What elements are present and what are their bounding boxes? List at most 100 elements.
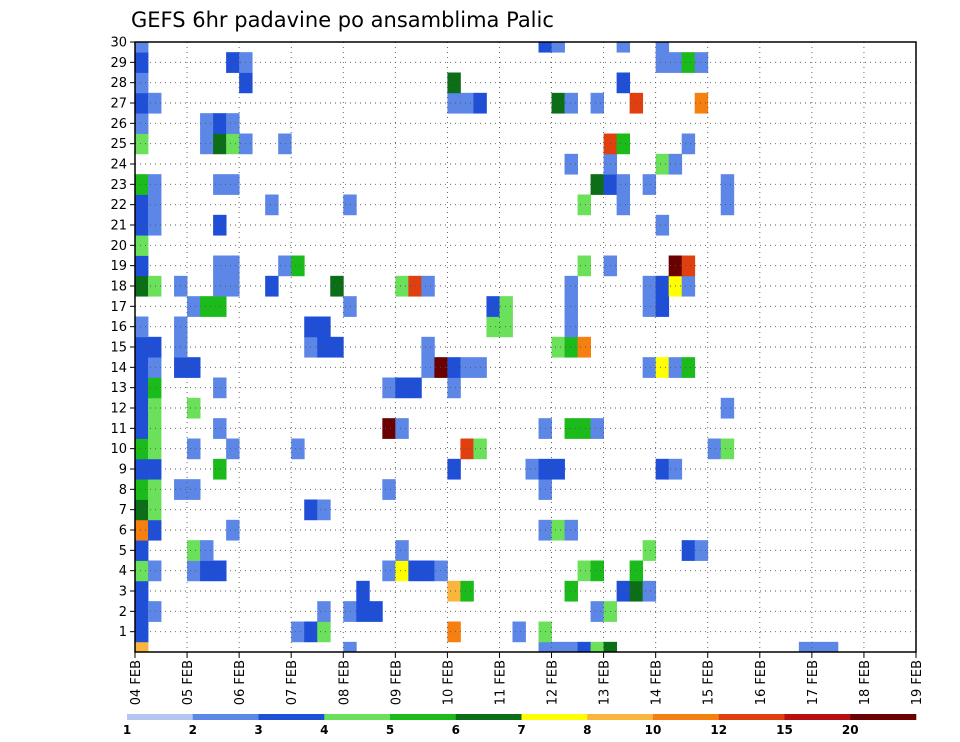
y-tick-label: 21 xyxy=(110,219,127,234)
heatmap-cell xyxy=(720,397,735,419)
heatmap-cell xyxy=(564,519,578,541)
heatmap-cell xyxy=(486,316,500,338)
colorbar: 1 2 3 4 5 6 7 8 10 12 15 20 xyxy=(123,714,917,737)
colorbar-segment xyxy=(718,714,785,720)
heatmap-cell xyxy=(148,174,162,195)
heatmap-cell xyxy=(564,92,578,114)
heatmap-cell xyxy=(694,540,709,561)
heatmap-cell xyxy=(213,214,227,236)
heatmap-cell xyxy=(330,336,344,358)
y-tick-label: 10 xyxy=(110,442,127,457)
heatmap-cell xyxy=(525,458,539,480)
heatmap-cell xyxy=(226,438,240,460)
heatmap-cell xyxy=(291,255,305,277)
heatmap-cell xyxy=(356,601,370,622)
heatmap-cell xyxy=(135,316,149,338)
heatmap-cell xyxy=(486,296,500,317)
heatmap-cell xyxy=(135,621,149,643)
heatmap-cell xyxy=(213,296,227,317)
y-tick-label: 26 xyxy=(110,117,127,132)
heatmap-cell xyxy=(642,174,657,195)
heatmap-cell xyxy=(460,580,474,602)
heatmap-cell xyxy=(421,336,435,358)
heatmap-cell xyxy=(447,580,461,602)
colorbar-segment xyxy=(455,714,522,720)
heatmap-cell xyxy=(148,418,162,439)
heatmap-cell xyxy=(538,42,552,53)
heatmap-cell xyxy=(642,580,657,602)
colorbar-label: 2 xyxy=(189,723,197,737)
y-tick-label: 22 xyxy=(110,198,127,213)
x-tick-label: 18 FEB xyxy=(858,660,873,705)
heatmap-cell xyxy=(616,580,631,602)
heatmap-cell xyxy=(382,377,396,399)
heatmap-cell xyxy=(590,92,604,114)
x-tick-label: 10 FEB xyxy=(441,660,456,705)
heatmap-cell xyxy=(148,194,162,216)
x-tick-label: 14 FEB xyxy=(650,660,665,705)
heatmap-cell xyxy=(135,438,149,460)
dotted-grid xyxy=(135,42,916,652)
heatmap-cell xyxy=(720,194,735,216)
heatmap-cell xyxy=(135,72,149,94)
heatmap-cell xyxy=(434,560,448,582)
heatmap-cell xyxy=(200,113,214,134)
heatmap-cell xyxy=(577,418,591,439)
heatmap-cell xyxy=(655,357,670,378)
colorbar-label: 10 xyxy=(645,723,662,737)
colorbar-label: 8 xyxy=(583,723,591,737)
colorbar-label: 3 xyxy=(254,723,262,737)
heatmap-cell xyxy=(135,214,149,236)
heatmap-cell xyxy=(278,255,292,277)
heatmap-cell xyxy=(564,641,578,653)
heatmap-cell xyxy=(538,641,552,653)
heatmap-cell xyxy=(395,540,409,561)
y-tick-label: 24 xyxy=(110,158,127,173)
heatmap-cell xyxy=(655,296,670,317)
heatmap-cell xyxy=(213,377,227,399)
heatmap-cell xyxy=(564,296,578,317)
heatmap-cell xyxy=(811,641,826,653)
colorbar-segment xyxy=(127,714,194,720)
heatmap-cell xyxy=(512,621,526,643)
heatmap-cell xyxy=(317,316,331,338)
heatmap-cell xyxy=(291,438,305,460)
heatmap-cell xyxy=(343,641,357,653)
heatmap-cell xyxy=(135,235,149,256)
heatmap-cell xyxy=(135,255,149,277)
heatmap-cell xyxy=(135,113,149,134)
heatmap-cell xyxy=(590,601,604,622)
heatmap-cell xyxy=(148,92,162,114)
colorbar-label: 6 xyxy=(452,723,460,737)
heatmap-cell xyxy=(226,174,240,195)
y-tick-label: 7 xyxy=(119,503,127,518)
heatmap-cell xyxy=(707,438,722,460)
colorbar-label: 7 xyxy=(517,723,525,737)
heatmap-cell xyxy=(135,336,149,358)
heatmap-cell xyxy=(551,458,565,480)
heatmap-cell xyxy=(551,92,565,114)
y-tick-label: 23 xyxy=(110,178,127,193)
heatmap-cell xyxy=(343,601,357,622)
heatmap-cell xyxy=(590,560,604,582)
heatmap-cell xyxy=(135,133,149,155)
heatmap-cell xyxy=(135,519,149,541)
heatmap-cell xyxy=(226,275,240,297)
y-tick-label: 18 xyxy=(110,280,127,295)
colorbar-segment xyxy=(653,714,720,720)
y-tick-label: 3 xyxy=(119,585,127,600)
heatmap-cell xyxy=(577,336,591,358)
heatmap-cell xyxy=(694,52,709,73)
y-tick-label: 19 xyxy=(110,259,127,274)
x-tick-label: 04 FEB xyxy=(129,660,144,705)
heatmap-cell xyxy=(382,479,396,500)
heatmap-cell xyxy=(577,255,591,277)
x-tick-label: 15 FEB xyxy=(702,660,717,705)
y-tick-label: 2 xyxy=(119,605,127,620)
heatmap-cell xyxy=(187,397,201,419)
heatmap-cell xyxy=(421,357,435,378)
heatmap-cell xyxy=(317,336,331,358)
heatmap-cell xyxy=(187,540,201,561)
heatmap-cell xyxy=(317,621,331,643)
y-tick-label: 6 xyxy=(119,524,127,539)
